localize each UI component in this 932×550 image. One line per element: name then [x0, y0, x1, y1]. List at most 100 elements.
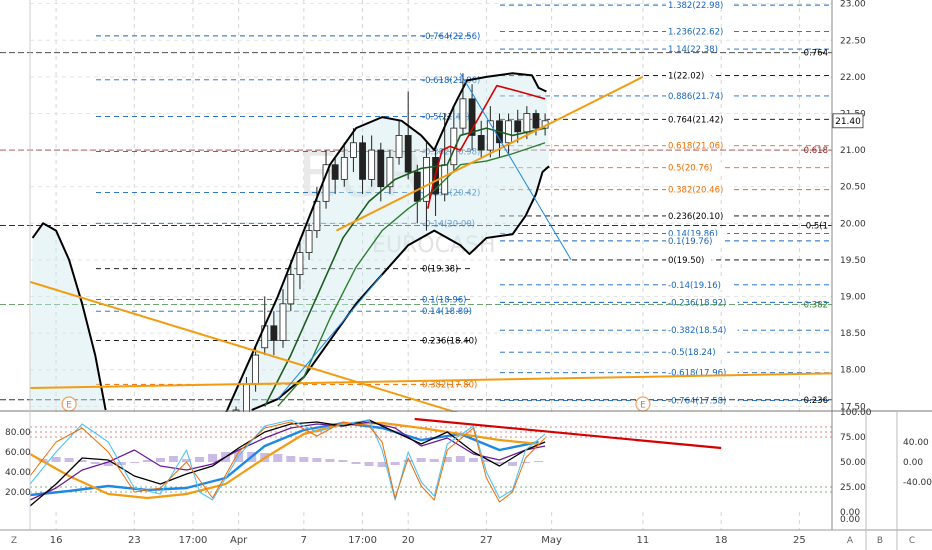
candle-body	[413, 171, 421, 202]
fib-level-label: -0.618(17.96)	[668, 369, 726, 379]
fib-level-label: 0.1(19.76)	[668, 237, 712, 247]
osc-histogram-bar	[116, 462, 126, 465]
left-band-fill	[30, 223, 106, 410]
time-tick-label: Apr	[230, 535, 248, 546]
fib-level-label: -0.14(20.00)	[422, 219, 475, 229]
fib-level-label: 0.1(18.96)	[422, 295, 466, 305]
candle-body	[296, 252, 304, 275]
osc-right-tick-label-b: 0.00	[903, 458, 923, 468]
time-tick-label: 11	[637, 535, 650, 546]
fib-label-bg	[666, 90, 733, 101]
level-marker-label: 0.236	[804, 396, 828, 406]
price-series-orange-flat	[29, 372, 833, 390]
candle-body	[423, 157, 430, 202]
osc-histogram-bar	[299, 457, 309, 462]
candle-body	[270, 325, 278, 341]
fib-level-label: 1.14(22.38)	[668, 45, 718, 55]
price-tick-label: 23.00	[840, 0, 866, 10]
time-tick-label: 27	[480, 535, 493, 546]
candle-body	[305, 230, 313, 253]
fib-label-bg	[666, 26, 733, 37]
fib-level-label: 1(22.02)	[668, 71, 704, 81]
price-series-orange-trend-2	[29, 280, 461, 415]
fib-level-label: 0.14(18.80)	[422, 307, 472, 317]
fib-label-bg	[666, 325, 738, 336]
osc-series-orange-thick	[29, 421, 539, 500]
price-tick-label: 22.50	[840, 36, 866, 46]
fib-level-label: 0(19.38)	[422, 265, 458, 275]
symbol-watermark-sub: EUROCASH	[372, 233, 496, 258]
osc-right-tick-label-b: 40.00	[903, 438, 929, 448]
time-tick-label: 20	[402, 535, 415, 546]
osc-histogram-bar	[508, 462, 518, 466]
candle-body	[459, 98, 467, 129]
osc-histogram-bar	[273, 454, 283, 462]
fib-level-label: 0.886(21.74)	[668, 92, 723, 102]
price-series-blue-thin-diag-2	[277, 274, 383, 400]
osc-left-tick-label: 20.00	[5, 488, 31, 498]
candle-body	[395, 135, 403, 158]
osc-histogram-bar	[103, 462, 113, 466]
osc-histogram-bar	[494, 462, 504, 464]
osc-extra-tick-label: 0.00	[840, 515, 860, 525]
candle-body	[243, 383, 250, 415]
osc-histogram-bar	[155, 458, 165, 462]
fib-level-label: -0.764(17.58)	[668, 396, 726, 406]
fib-level-label: 0.236(20.10)	[668, 212, 723, 222]
price-series-green-low	[277, 142, 546, 407]
candle-body	[523, 113, 531, 133]
candle-body	[514, 120, 522, 133]
price-plot[interactable]: 1.382(22.98) 1.236(22.62) 1.14(22.38) 1(22.…	[0, 0, 833, 451]
fib-level-label: 1.236(22.62)	[668, 27, 723, 37]
osc-series-red-trend	[414, 417, 722, 450]
candle-body	[287, 274, 295, 305]
fib-label-bg	[666, 347, 728, 358]
band-fill	[199, 73, 550, 429]
event-marker-label: E	[66, 401, 72, 411]
fib-label-bg	[666, 114, 733, 125]
time-tick-label: 17:00	[348, 535, 377, 546]
price-series-upper-band	[199, 72, 547, 430]
fib-level-label: -0.618(21.96)	[422, 76, 480, 86]
fib-label-bg	[666, 184, 733, 195]
time-tick-label: 7	[301, 535, 307, 546]
osc-left-tick-label: 80.00	[5, 428, 31, 438]
osc-histogram-bar	[208, 454, 218, 462]
fib-label-bg	[666, 44, 728, 55]
candle-body	[359, 142, 366, 180]
fib-level-label: 0.14(19.86)	[668, 230, 718, 240]
candle-body	[386, 157, 394, 188]
fib-label-bg	[666, 254, 712, 265]
axis-corner-label: A	[847, 536, 854, 546]
time-tick-label: 18	[715, 535, 728, 546]
fib-level-label: -0.5(18.24)	[668, 348, 716, 358]
fib-label-bg	[666, 279, 733, 290]
osc-histogram-bar	[455, 456, 465, 462]
candle-body	[313, 200, 321, 232]
event-marker-label: E	[640, 401, 646, 411]
osc-histogram-bar	[390, 462, 400, 465]
osc-histogram-bar	[77, 460, 87, 462]
fib-level-label: -0.236(18.92)	[668, 298, 726, 308]
time-tick-label: 16	[50, 535, 63, 546]
price-tick-label: 22.00	[840, 73, 866, 83]
time-tick-label: 23	[128, 535, 141, 546]
candle-body	[532, 113, 540, 129]
time-tick-label: 25	[793, 535, 806, 546]
osc-histogram-bar	[129, 462, 139, 463]
osc-right-tick-label: 100.00	[840, 408, 872, 418]
osc-histogram-bar	[325, 459, 335, 462]
fib-label-bg	[666, 140, 733, 151]
level-marker-label: 0.618	[804, 146, 828, 156]
osc-histogram-bar	[429, 459, 439, 462]
price-tick-label: 21.00	[840, 146, 866, 156]
osc-series-blue-thick	[29, 421, 539, 497]
time-tick-label: 17:00	[179, 535, 208, 546]
oscillator-panel[interactable]	[29, 412, 832, 512]
fib-label-bg	[666, 297, 738, 308]
fib-label-bg	[666, 228, 728, 239]
osc-histogram-bar	[534, 461, 544, 462]
candle-body	[279, 303, 287, 341]
